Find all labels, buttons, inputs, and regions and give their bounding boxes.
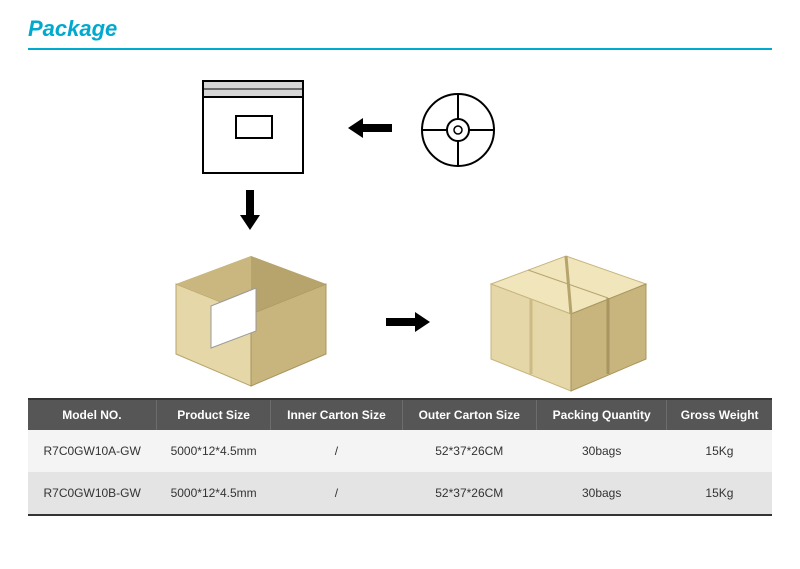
open-box-icon [136,236,366,396]
arrow-left-icon [348,116,392,140]
col-outer-carton: Outer Carton Size [402,400,536,430]
cell-model: R7C0GW10A-GW [28,430,156,472]
arrow-right-icon [386,310,430,334]
cell-product-size: 5000*12*4.5mm [156,472,271,514]
col-inner-carton: Inner Carton Size [271,400,402,430]
cell-product-size: 5000*12*4.5mm [156,430,271,472]
table-header-row: Model NO. Product Size Inner Carton Size… [28,400,772,430]
reel-icon [418,90,498,170]
table-row: R7C0GW10B-GW 5000*12*4.5mm / 52*37*26CM … [28,472,772,514]
cell-packing-qty: 30bags [536,472,666,514]
cell-outer-carton: 52*37*26CM [402,430,536,472]
col-model: Model NO. [28,400,156,430]
cell-model: R7C0GW10B-GW [28,472,156,514]
cell-inner-carton: / [271,472,402,514]
cell-inner-carton: / [271,430,402,472]
cell-outer-carton: 52*37*26CM [402,472,536,514]
section-title: Package [28,16,772,50]
col-packing-qty: Packing Quantity [536,400,666,430]
table-row: R7C0GW10A-GW 5000*12*4.5mm / 52*37*26CM … [28,430,772,472]
package-table: Model NO. Product Size Inner Carton Size… [28,398,772,516]
bag-icon [198,76,308,178]
col-product-size: Product Size [156,400,271,430]
col-gross-weight: Gross Weight [667,400,772,430]
closed-box-icon [446,246,686,401]
cell-packing-qty: 30bags [536,430,666,472]
arrow-down-icon [238,190,262,230]
cell-gross-weight: 15Kg [667,430,772,472]
package-flow-diagram [28,68,772,398]
cell-gross-weight: 15Kg [667,472,772,514]
